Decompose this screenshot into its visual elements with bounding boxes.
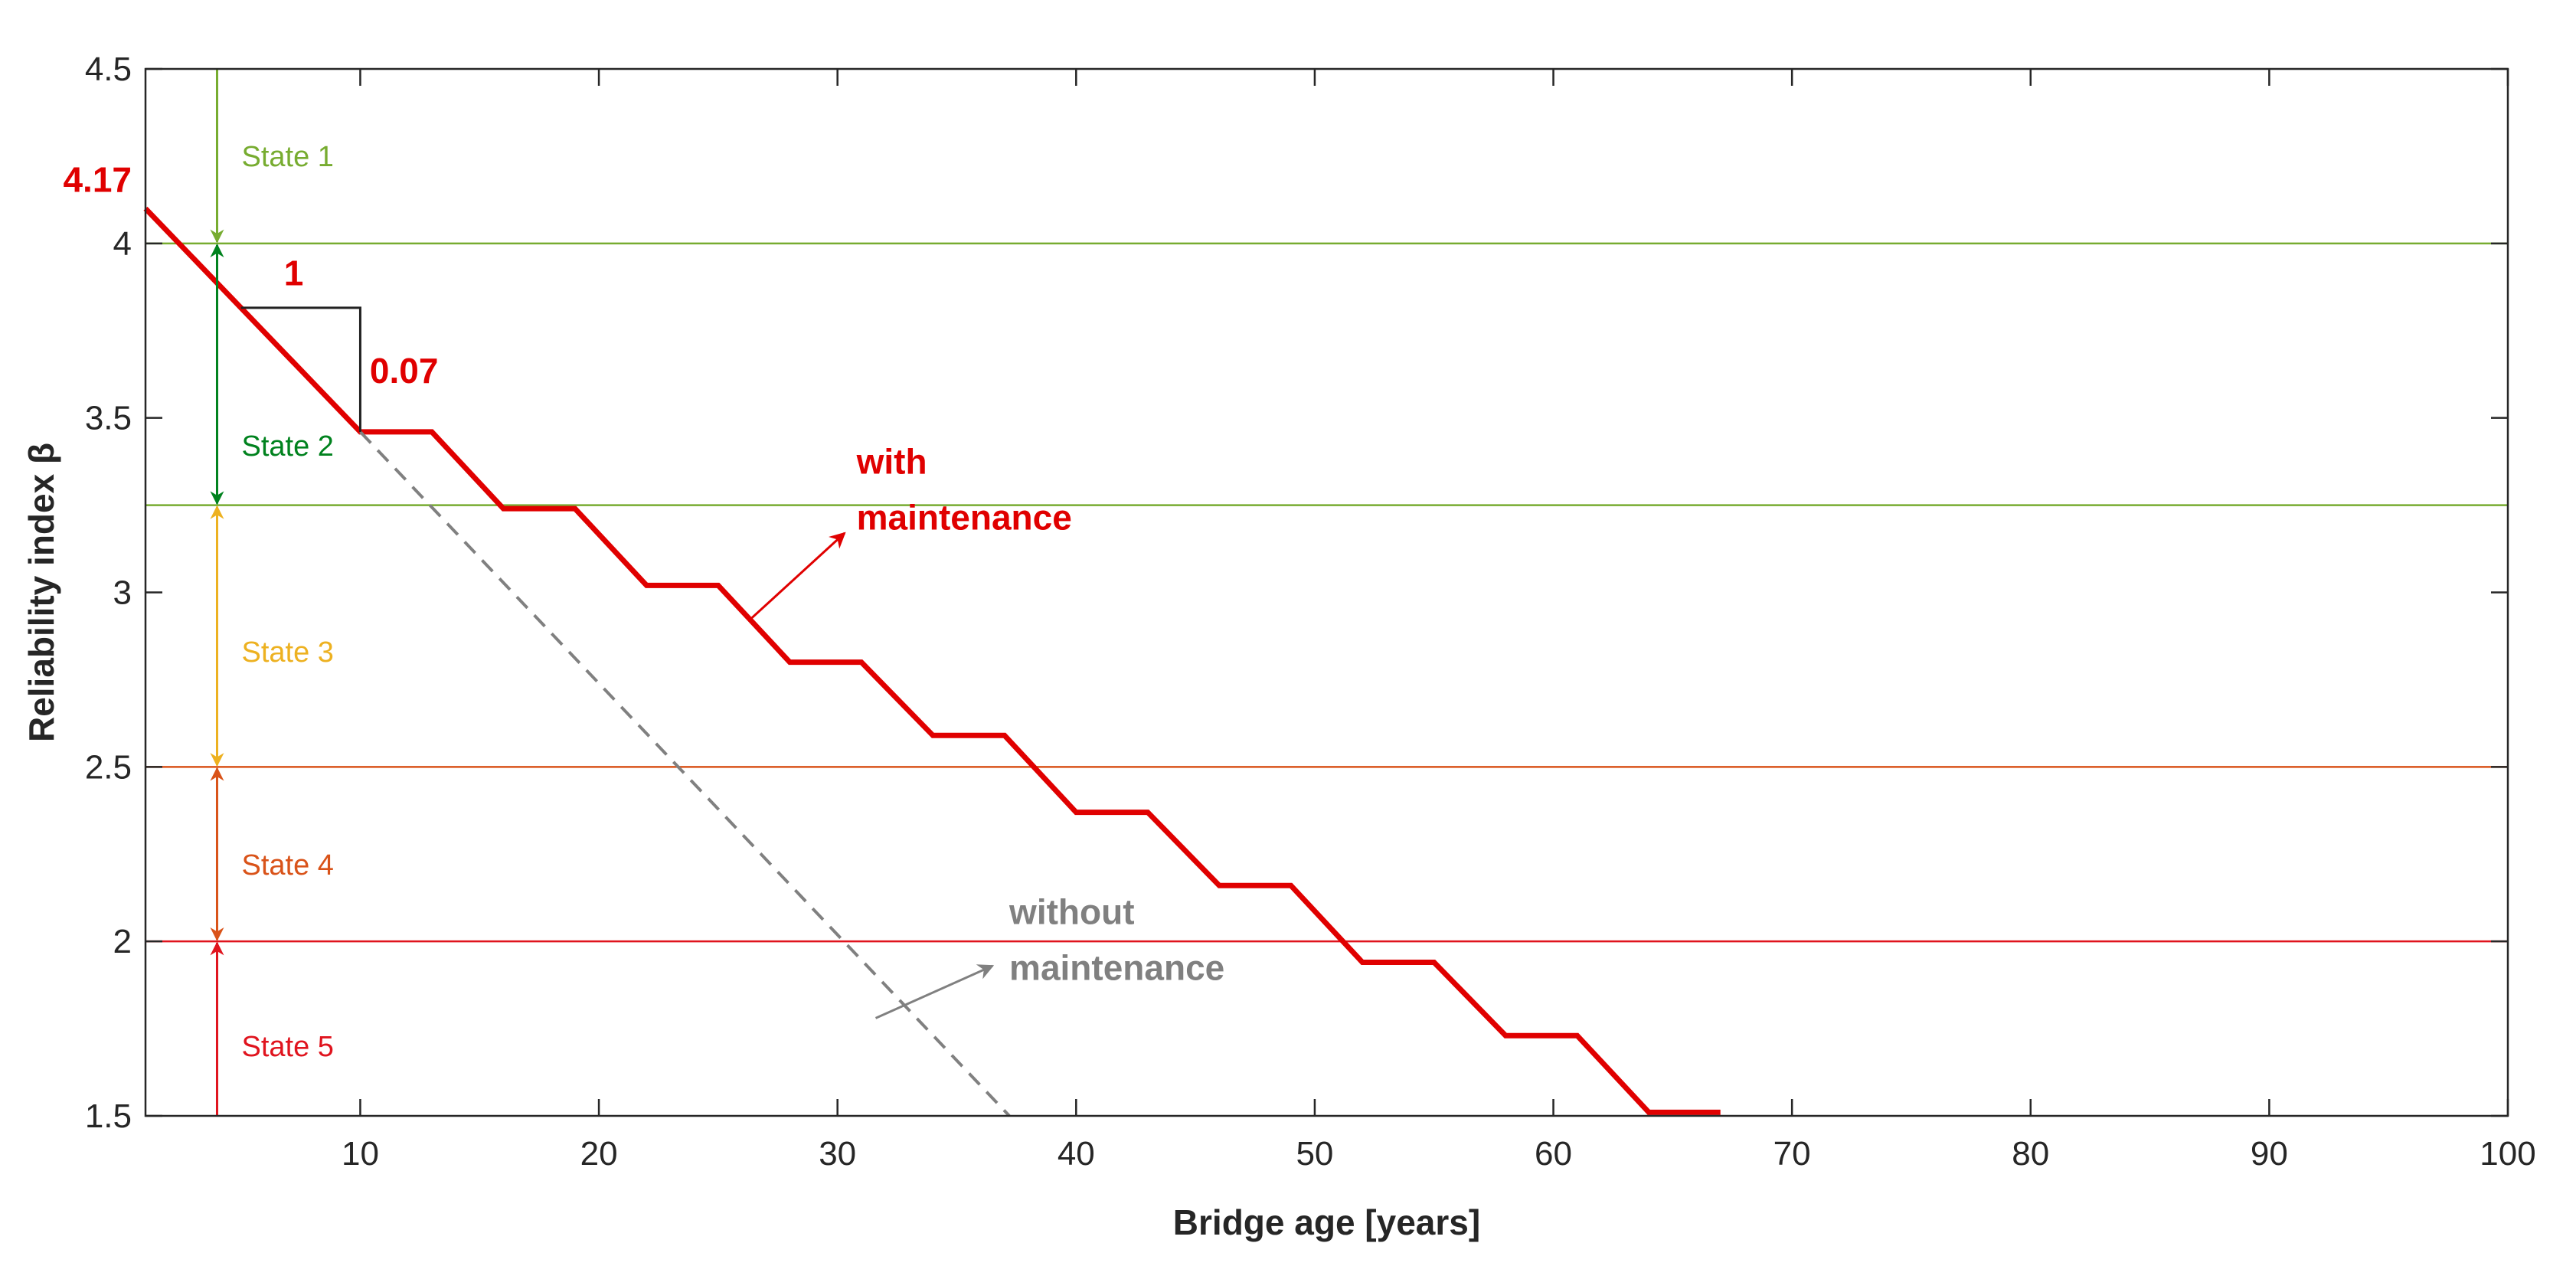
with-maintenance-label-line2: maintenance xyxy=(857,497,1072,537)
slope-rise-label: 0.07 xyxy=(370,351,439,391)
with-maintenance-annotation: with maintenance xyxy=(748,442,1072,622)
data-series xyxy=(143,206,1721,1117)
plot-frame xyxy=(144,67,2509,1117)
x-tick-label: 60 xyxy=(1535,1135,1572,1173)
x-tick-label: 20 xyxy=(580,1135,618,1173)
x-tick-label: 30 xyxy=(819,1135,856,1173)
state-1-label: State 1 xyxy=(241,141,333,173)
without-maintenance-annotation: without maintenance xyxy=(874,891,1224,1019)
y-tick-label: 2.5 xyxy=(85,748,132,786)
threshold-lines xyxy=(145,242,2508,943)
slope-triangle xyxy=(240,306,361,432)
y-tick-label: 4.5 xyxy=(85,51,132,88)
state-arrows: State 1 State 2 State 3 State 4 State 5 xyxy=(210,69,334,1116)
with-maintenance-arrow xyxy=(748,532,846,622)
y-tick-label: 1.5 xyxy=(85,1097,132,1135)
without-maintenance-label-line2: maintenance xyxy=(1009,947,1224,987)
x-tick-label: 50 xyxy=(1296,1135,1333,1173)
series-line-without-maintenance xyxy=(359,430,1011,1117)
x-tick-label: 80 xyxy=(2012,1135,2049,1173)
x-axis-title: Bridge age [years] xyxy=(1173,1202,1480,1242)
initial-value-label: 4.17 xyxy=(63,159,132,199)
state-3-label: State 3 xyxy=(241,636,333,669)
x-tick-label: 100 xyxy=(2480,1135,2535,1173)
state-4-label: State 4 xyxy=(241,849,333,882)
series-line-with-maintenance xyxy=(143,206,1721,1115)
state-5-label: State 5 xyxy=(241,1031,333,1063)
slope-run-label: 1 xyxy=(284,254,304,293)
y-tick-label: 3 xyxy=(113,574,132,612)
with-maintenance-label-line1: with xyxy=(856,442,927,482)
y-tick-label: 2 xyxy=(113,923,132,960)
without-maintenance-arrow xyxy=(874,964,995,1019)
y-tick-label: 4 xyxy=(113,225,132,263)
y-tick-label: 3.5 xyxy=(85,400,132,437)
x-tick-label: 10 xyxy=(342,1135,379,1173)
without-maintenance-label-line1: without xyxy=(1008,891,1135,931)
y-axis-title: Reliability index β xyxy=(21,443,61,742)
state-2-label: State 2 xyxy=(241,430,333,463)
slope-annotation: 1 0.07 xyxy=(240,254,439,432)
x-tick-label: 90 xyxy=(2251,1135,2288,1173)
axes: 10 20 30 40 50 60 70 80 90 100 1.5 2 2.5 3 3.5 4 4.5 xyxy=(85,51,2536,1173)
x-tick-label: 70 xyxy=(1773,1135,1811,1173)
x-tick-label: 40 xyxy=(1058,1135,1095,1173)
